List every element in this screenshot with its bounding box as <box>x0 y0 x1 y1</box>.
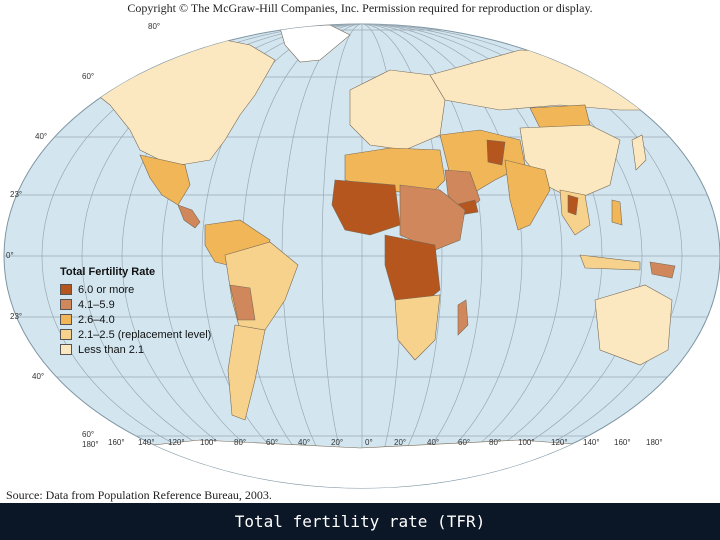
longitude-label: 120° <box>551 438 568 447</box>
madagascar <box>457 299 469 336</box>
latitude-label: 60° <box>82 430 95 439</box>
longitude-label: 140° <box>138 438 155 447</box>
latitude-label: 40° <box>32 372 45 381</box>
legend-swatch <box>60 344 72 355</box>
legend-swatch <box>60 299 72 310</box>
source-note: Source: Data from Population Reference B… <box>6 488 272 502</box>
longitude-label: 20° <box>331 438 344 447</box>
longitude-label: 40° <box>427 438 440 447</box>
caption-bar: Total fertility rate (TFR) <box>0 503 720 540</box>
longitude-label: 20° <box>394 438 407 447</box>
new-zealand <box>691 349 706 381</box>
south-america-south <box>227 324 266 421</box>
longitude-label: 40° <box>298 438 311 447</box>
longitude-label: 100° <box>200 438 217 447</box>
legend-swatch <box>60 329 72 340</box>
legend-label: 6.0 or more <box>78 283 135 296</box>
latitude-label: 23° <box>10 312 23 321</box>
longitude-label: 80° <box>234 438 247 447</box>
legend-item: 2.1–2.5 (replacement level) <box>60 327 215 342</box>
laos <box>567 194 579 216</box>
longitude-label: 160° <box>108 438 125 447</box>
legend-label: Less than 2.1 <box>78 343 145 356</box>
legend-item: 2.6–4.0 <box>60 312 215 327</box>
legend-label: 2.6–4.0 <box>78 313 115 326</box>
legend-label: 2.1–2.5 (replacement level) <box>78 328 212 341</box>
latitude-label: 0° <box>6 251 14 260</box>
longitude-label: 180° <box>646 438 663 447</box>
world-map <box>3 23 720 489</box>
latitude-label: 40° <box>35 132 48 141</box>
legend-item: 4.1–5.9 <box>60 297 215 312</box>
india <box>504 159 551 231</box>
legend: Total Fertility Rate 6.0 or more 4.1–5.9… <box>55 262 215 372</box>
philippines <box>611 199 623 226</box>
latitude-label: 80° <box>148 22 161 31</box>
mongolia <box>529 104 591 129</box>
longitude-label: 80° <box>489 438 502 447</box>
longitude-label: 120° <box>168 438 185 447</box>
australia <box>594 284 673 366</box>
papua-new-guinea <box>649 261 676 279</box>
legend-swatch <box>60 314 72 325</box>
latitude-label: 60° <box>82 72 95 81</box>
longitude-label: 60° <box>458 438 471 447</box>
legend-item: Less than 2.1 <box>60 342 215 357</box>
greenland <box>279 24 351 63</box>
legend-item: 6.0 or more <box>60 282 215 297</box>
longitude-label: 0° <box>365 438 373 447</box>
japan <box>631 134 647 171</box>
west-africa <box>331 179 401 236</box>
central-america <box>177 204 201 229</box>
afghanistan <box>486 139 506 166</box>
longitude-label: 180° <box>82 440 99 449</box>
longitude-label: 140° <box>583 438 600 447</box>
bolivia <box>229 284 256 321</box>
latitude-label: 23° <box>10 190 23 199</box>
legend-label: 4.1–5.9 <box>78 298 115 311</box>
longitude-label: 100° <box>518 438 535 447</box>
indonesia <box>579 254 641 271</box>
east-africa <box>399 184 466 251</box>
copyright-notice: Copyright © The McGraw-Hill Companies, I… <box>127 1 593 15</box>
longitude-label: 160° <box>614 438 631 447</box>
longitude-label: 60° <box>266 438 279 447</box>
legend-title: Total Fertility Rate <box>60 266 156 278</box>
slide-caption: Total fertility rate (TFR) <box>234 512 486 531</box>
southern-africa <box>394 294 441 361</box>
legend-swatch <box>60 284 72 295</box>
